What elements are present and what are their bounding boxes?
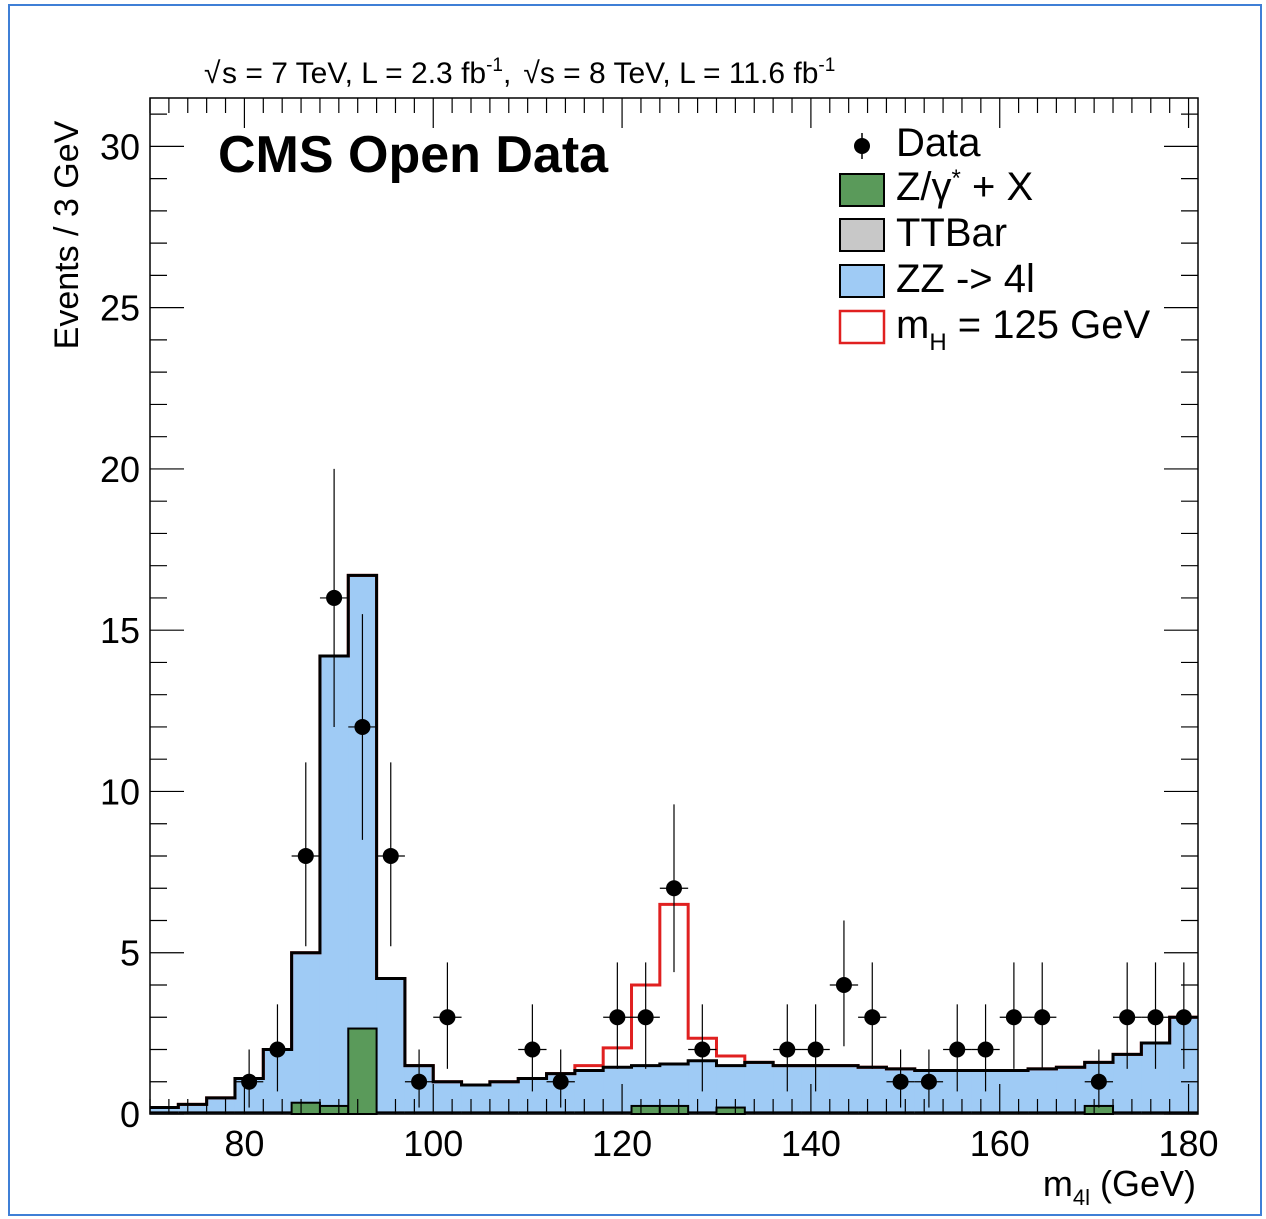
data-point bbox=[921, 1074, 937, 1090]
zx-bin-fill bbox=[348, 1029, 376, 1114]
data-point bbox=[1034, 1009, 1050, 1025]
chart-header: √ s = 7 TeV, L = 2.3 fb-1, √s = 8 TeV, L … bbox=[204, 55, 835, 90]
data-point bbox=[666, 880, 682, 896]
data-point bbox=[609, 1009, 625, 1025]
legend-higgs-swatch bbox=[840, 311, 884, 343]
legend-zx-swatch bbox=[840, 174, 884, 206]
data-point bbox=[1091, 1074, 1107, 1090]
zx-bin-fill bbox=[716, 1108, 744, 1114]
zz-bin-fill bbox=[603, 1067, 632, 1114]
y-tick-label: 5 bbox=[120, 933, 140, 974]
x-axis-label: m4l (GeV) bbox=[1043, 1163, 1196, 1210]
legend-zx-sup: * bbox=[952, 165, 961, 192]
legend-zx-label: Z/γ* + X bbox=[896, 165, 1033, 209]
data-point bbox=[808, 1041, 824, 1057]
legend-zz-label: ZZ -> 4l bbox=[896, 257, 1035, 301]
data-point bbox=[694, 1041, 710, 1057]
data-point bbox=[1006, 1009, 1022, 1025]
data-point bbox=[439, 1009, 455, 1025]
data-point bbox=[836, 977, 852, 993]
y-tick-label: 20 bbox=[100, 449, 140, 490]
header-part2-sup: -1 bbox=[818, 55, 835, 76]
zz-bin-fill bbox=[1000, 1070, 1029, 1114]
zz-bin-fill bbox=[1028, 1069, 1057, 1114]
data-point bbox=[978, 1041, 994, 1057]
y-tick-label: 30 bbox=[100, 126, 140, 167]
y-tick-label: 0 bbox=[120, 1094, 140, 1135]
zz-bin-fill bbox=[575, 1070, 604, 1114]
x-tick-label: 140 bbox=[781, 1123, 841, 1164]
data-point bbox=[1148, 1009, 1164, 1025]
legend-higgs-main: m bbox=[896, 303, 929, 347]
data-point bbox=[524, 1041, 540, 1057]
legend-ttbar-label: TTBar bbox=[896, 211, 1007, 255]
zz-bin-fill bbox=[858, 1067, 887, 1114]
header-part2: s = 8 TeV, L = 11.6 fb bbox=[540, 57, 819, 90]
zz-bin-fill bbox=[745, 1062, 774, 1114]
data-point bbox=[638, 1009, 654, 1025]
legend-higgs-label: mH = 125 GeV bbox=[896, 303, 1150, 356]
x-tick-label: 160 bbox=[970, 1123, 1030, 1164]
x-axis-label-main: m bbox=[1043, 1163, 1073, 1204]
data-point bbox=[893, 1074, 909, 1090]
x-tick-label: 180 bbox=[1159, 1123, 1219, 1164]
data-point bbox=[779, 1041, 795, 1057]
x-tick-label: 80 bbox=[224, 1123, 264, 1164]
y-tick-label: 25 bbox=[100, 288, 140, 329]
zz-bin-fill bbox=[830, 1066, 859, 1114]
zz-bin-fill bbox=[462, 1085, 491, 1114]
axis-ticks: 80 100 120 140 160 180 0 5 10 15 20 25 30 bbox=[100, 98, 1219, 1164]
data-point bbox=[411, 1074, 427, 1090]
zz-bin-fill bbox=[490, 1082, 519, 1114]
x-axis-label-sub: 4l bbox=[1073, 1185, 1090, 1210]
legend-zz-swatch bbox=[840, 265, 884, 297]
data-point bbox=[298, 848, 314, 864]
legend-higgs-sub: H bbox=[929, 329, 946, 356]
y-tick-label: 10 bbox=[100, 771, 140, 812]
x-tick-label: 120 bbox=[592, 1123, 652, 1164]
y-axis-label: Events / 3 GeV bbox=[48, 120, 86, 349]
header-separator: , bbox=[503, 57, 511, 90]
cms-open-data-label: CMS Open Data bbox=[218, 126, 609, 184]
x-axis-label-unit: (GeV) bbox=[1090, 1163, 1196, 1204]
zz-bin-fill bbox=[377, 979, 406, 1114]
legend-zx-main: Z/γ bbox=[896, 165, 952, 209]
y-tick-label: 15 bbox=[100, 610, 140, 651]
zx-bin-fill bbox=[292, 1103, 320, 1114]
data-point bbox=[326, 590, 342, 606]
data-point bbox=[241, 1074, 257, 1090]
legend: Data Z/γ* + X TTBar ZZ -> 4l mH = 125 Ge… bbox=[840, 121, 1150, 356]
legend-higgs-rest: = 125 GeV bbox=[947, 303, 1151, 347]
data-point bbox=[354, 719, 370, 735]
zz-bin-fill bbox=[292, 953, 321, 1114]
sqrt-symbol-1: √ bbox=[204, 57, 221, 90]
data-point bbox=[1119, 1009, 1135, 1025]
zx-bin-fill bbox=[660, 1106, 688, 1114]
data-point bbox=[864, 1009, 880, 1025]
legend-zx-rest: + X bbox=[961, 165, 1033, 209]
header-part1-sup: -1 bbox=[486, 55, 503, 76]
data-point bbox=[553, 1074, 569, 1090]
legend-data-label: Data bbox=[896, 121, 981, 165]
svg-text:s = 7 TeV, L = 2.3 fb-1,√s = 8: s = 7 TeV, L = 2.3 fb-1, √s = 8 TeV, L = … bbox=[222, 55, 835, 90]
legend-ttbar-swatch bbox=[840, 219, 884, 251]
data-point bbox=[949, 1041, 965, 1057]
data-point bbox=[383, 848, 399, 864]
zz-bin-fill bbox=[1056, 1067, 1085, 1114]
header-part1: s = 7 TeV, L = 2.3 fb bbox=[222, 57, 486, 90]
zx-bin-fill bbox=[320, 1106, 348, 1114]
x-tick-label: 100 bbox=[403, 1123, 463, 1164]
sqrt-symbol-2: √ bbox=[523, 57, 540, 90]
data-point bbox=[269, 1041, 285, 1057]
zz-bin-fill bbox=[433, 1082, 462, 1114]
zx-bin-fill bbox=[632, 1106, 660, 1114]
